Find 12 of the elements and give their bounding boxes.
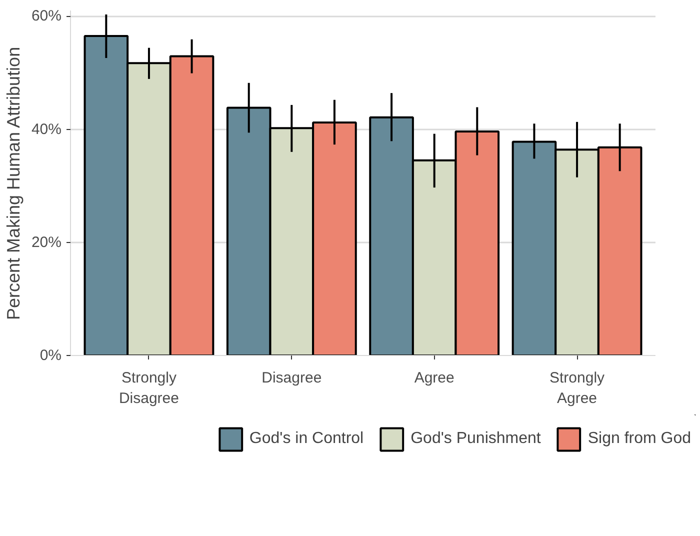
x-tick-label: Disagree — [262, 370, 322, 386]
y-tick-label: 0% — [40, 347, 62, 364]
y-tick-label: 60% — [31, 8, 62, 25]
legend-label: Sign from God — [588, 430, 691, 448]
y-tick-label: 20% — [31, 234, 62, 251]
x-tick-label: Agree — [414, 370, 454, 386]
y-tick-label: 40% — [31, 120, 62, 138]
x-tick-label: Strongly Agree — [550, 370, 606, 407]
x-tick-label: Strongly Disagree — [118, 370, 179, 407]
legend-label: God's Punishment — [410, 430, 541, 448]
legend-label: God's in Control — [249, 430, 364, 448]
y-axis-title: Percent Making Human Attribution — [3, 46, 24, 320]
